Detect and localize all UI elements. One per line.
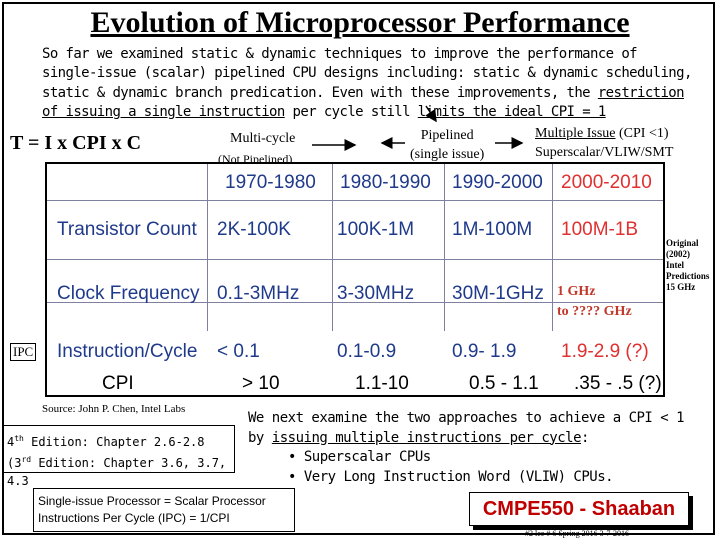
cpi-1970: > 10 <box>242 373 280 394</box>
table-divider <box>207 164 208 331</box>
multicycle-label: Multi-cycle <box>230 131 296 146</box>
single-line-1: Single-issue Processor = Scalar Processo… <box>38 494 266 508</box>
cpi-label: CPI <box>102 373 134 394</box>
transistor-1980: 100K-1M <box>337 219 415 240</box>
pipelined-text: Pipelined <box>420 128 474 143</box>
header-2000: 2000-2010 <box>561 172 652 193</box>
intro-text-3: per cycle still <box>284 103 418 120</box>
next-bullet-1: • Superscalar CPUs <box>288 449 431 465</box>
single-issue-text: (single issue) <box>410 147 485 162</box>
clock-1990: 30M-1GHz <box>452 283 544 304</box>
next-line-1: We next examine the two approaches to ac… <box>248 410 685 426</box>
cpi-2000: .35 - .5 (?) <box>574 373 662 394</box>
note-year: (2002) <box>666 249 690 259</box>
source-citation: Source: John P. Chen, Intel Labs <box>42 403 186 415</box>
transistor-2000: 100M-1B <box>561 219 639 240</box>
ipc-1990: 0.9- 1.9 <box>452 341 517 362</box>
intro-paragraph: So far we examined static & dynamic tech… <box>42 45 692 122</box>
table-divider <box>47 200 663 201</box>
ghz-annotation: 1 GHz to ???? GHz <box>557 282 632 322</box>
ipc-tag: IPC <box>10 343 37 361</box>
note-15ghz: 15 GHz <box>666 282 696 292</box>
edition-rest-1: Edition: Chapter 2.6-2.8 <box>23 435 205 449</box>
header-1990: 1990-2000 <box>452 172 543 193</box>
ipc-1970: < 0.1 <box>217 341 260 362</box>
note-predictions: Predictions <box>666 271 710 281</box>
performance-table: 1970-1980 1980-1990 1990-2000 2000-2010 … <box>45 162 665 397</box>
next-multi-issue: issuing multiple instructions per cycle <box>271 429 582 446</box>
intel-prediction-note: Original (2002) Intel Predictions 15 GHz <box>666 238 709 293</box>
multiple-issue-text: Multiple Issue <box>535 126 616 141</box>
ghz-line-2: to ???? GHz <box>557 304 632 319</box>
single-issue-box: Single-issue Processor = Scalar Processo… <box>33 488 295 532</box>
edition-box: 4th Edition: Chapter 2.6-2.8 (3rd Editio… <box>3 425 235 488</box>
cpi-1980: 1.1-10 <box>355 373 409 394</box>
next-by: by <box>248 429 272 446</box>
note-original: Original <box>666 238 699 248</box>
arrow-intro-limit <box>425 105 437 123</box>
clock-1970: 0.1-3MHz <box>217 283 300 304</box>
transistor-1990: 1M-100M <box>452 219 533 240</box>
table-divider <box>332 164 333 331</box>
table-divider <box>552 164 553 331</box>
note-intel: Intel <box>666 260 684 270</box>
table-divider <box>47 302 663 303</box>
slide-title: Evolution of Microprocessor Performance <box>90 6 630 39</box>
pipelined-label: Pipelined (single issue) <box>410 126 484 164</box>
single-line-2: Instructions Per Cycle (IPC) = 1/CPI <box>38 511 230 525</box>
clock-1980: 3-30MHz <box>337 283 415 304</box>
edition-line-2: (3rd Edition: Chapter 3.6, 3.7, 4.3 <box>7 451 231 490</box>
course-brand: CMPE550 - Shaaban <box>469 492 689 526</box>
cpi-1990: 0.5 - 1.1 <box>469 373 539 394</box>
edition-sup-1: th <box>14 434 24 443</box>
edition-line-1: 4th Edition: Chapter 2.6-2.8 <box>7 430 231 451</box>
edition-rest-2: Edition: Chapter 3.6, 3.7, 4.3 <box>7 456 227 488</box>
intro-text-1: So far we examined static & dynamic tech… <box>42 46 692 101</box>
performance-formula: T = I x CPI x C <box>10 132 142 154</box>
row-clock-label: Clock Frequency <box>57 283 200 304</box>
next-line-2: by issuing multiple instructions per cyc… <box>248 429 684 449</box>
edition-num-1: 4 <box>7 435 15 449</box>
next-colon: : <box>581 429 589 446</box>
edition-sup-2: rd <box>21 455 32 464</box>
transistor-1970: 2K-100K <box>217 219 291 240</box>
intro-limit: limits the ideal CPI = 1 <box>417 103 606 120</box>
slide-frame <box>2 2 715 535</box>
next-bullet-2: • Very Long Instruction Word (VLIW) CPUs… <box>288 468 614 485</box>
cpi-lt1-text: (CPI <1) <box>619 126 669 141</box>
intro-restriction: restriction of issuing a single instruct… <box>42 84 685 120</box>
edition-num-2: (3 <box>7 456 22 470</box>
ghz-line-1: 1 GHz <box>557 284 596 299</box>
ipc-1980: 0.1-0.9 <box>337 341 397 362</box>
ipc-2000: 1.9-2.9 (?) <box>561 341 649 362</box>
superscalar-text: Superscalar/VLIW/SMT <box>535 145 674 160</box>
slide-footer: #2 lec # 6 Spring 2016 3-7-2016 <box>525 529 629 538</box>
row-ipc-label: Instruction/Cycle <box>57 341 198 362</box>
row-transistor-label: Transistor Count <box>57 219 197 240</box>
table-divider <box>444 164 445 331</box>
multiple-issue-label: Multiple Issue (CPI <1) Superscalar/VLIW… <box>535 124 673 162</box>
next-topics: We next examine the two approaches to ac… <box>248 409 685 487</box>
table-divider <box>47 259 663 260</box>
header-1970: 1970-1980 <box>225 172 316 193</box>
header-1980: 1980-1990 <box>340 172 431 193</box>
